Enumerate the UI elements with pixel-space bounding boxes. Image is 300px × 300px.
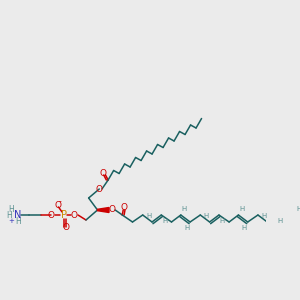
Text: P: P — [61, 210, 67, 220]
Text: H: H — [299, 225, 300, 231]
Text: N: N — [14, 210, 21, 220]
Text: H: H — [184, 225, 189, 231]
Text: H: H — [239, 206, 244, 212]
Text: H: H — [297, 206, 300, 212]
Text: H: H — [9, 205, 14, 214]
Text: O: O — [54, 200, 61, 209]
Text: H: H — [277, 218, 283, 224]
Text: H: H — [15, 217, 21, 226]
Text: H: H — [203, 213, 209, 219]
Text: O: O — [63, 224, 70, 232]
Text: O: O — [108, 206, 115, 214]
Text: H: H — [242, 225, 247, 231]
Text: +: + — [9, 218, 14, 224]
Text: H: H — [6, 211, 12, 220]
Text: O: O — [96, 184, 103, 194]
Text: H: H — [146, 213, 151, 219]
Polygon shape — [98, 208, 109, 212]
Text: H: H — [162, 218, 167, 224]
Text: O: O — [48, 211, 55, 220]
Text: O: O — [71, 211, 78, 220]
Text: H: H — [220, 218, 225, 224]
Text: -: - — [59, 197, 62, 206]
Text: O: O — [121, 202, 128, 211]
Text: O: O — [99, 169, 106, 178]
Text: H: H — [182, 206, 187, 212]
Text: H: H — [261, 213, 266, 219]
